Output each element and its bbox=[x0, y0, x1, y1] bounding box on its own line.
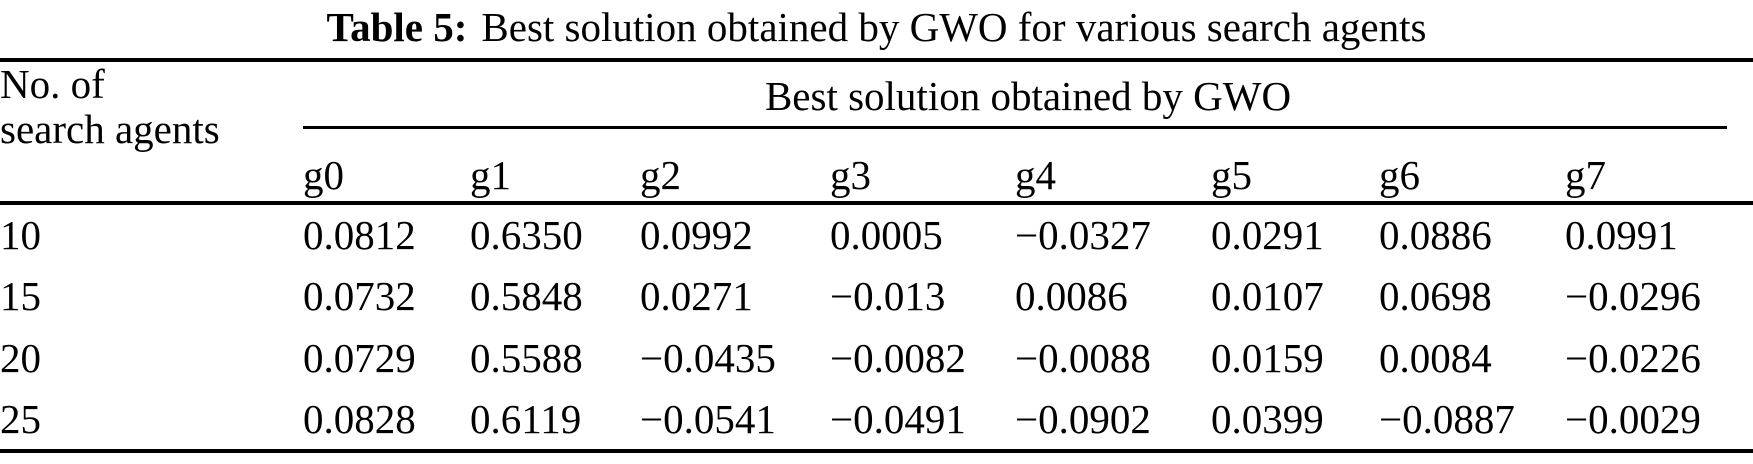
row-label-agents: 15 bbox=[0, 273, 41, 319]
cell-g7: −0.0226 bbox=[1565, 335, 1701, 381]
table-caption-text: Best solution obtained by GWO for variou… bbox=[481, 4, 1427, 50]
cell-g5: 0.0159 bbox=[1211, 335, 1324, 381]
cell-g3: −0.0082 bbox=[830, 335, 966, 381]
column-header-g7: g7 bbox=[1565, 151, 1606, 198]
header-row-group: No. of search agents Best solution obtai… bbox=[0, 60, 1753, 152]
cell-g5: 0.0399 bbox=[1211, 396, 1324, 442]
table-row: 25 0.0828 0.6119 −0.0541 −0.0491 −0.0902… bbox=[0, 389, 1753, 451]
cell-g1: 0.6350 bbox=[470, 212, 583, 258]
results-table: No. of search agents Best solution obtai… bbox=[0, 58, 1753, 453]
column-header-search-agents: No. of search agents bbox=[0, 60, 303, 203]
table-row: 20 0.0729 0.5588 −0.0435 −0.0082 −0.0088… bbox=[0, 327, 1753, 389]
table-row: 10 0.0812 0.6350 0.0992 0.0005 −0.0327 0… bbox=[0, 203, 1753, 265]
cell-g2: 0.0992 bbox=[640, 212, 753, 258]
cell-g1: 0.6119 bbox=[470, 396, 582, 442]
row-label-agents: 10 bbox=[0, 212, 41, 258]
cell-g0: 0.0729 bbox=[303, 335, 416, 381]
cell-g4: 0.0086 bbox=[1015, 273, 1128, 319]
cell-g6: 0.0698 bbox=[1379, 273, 1492, 319]
cell-g5: 0.0107 bbox=[1211, 273, 1324, 319]
column-header-g4: g4 bbox=[1015, 151, 1056, 198]
cell-g0: 0.0732 bbox=[303, 273, 416, 319]
cell-g1: 0.5588 bbox=[470, 335, 583, 381]
cell-g4: −0.0902 bbox=[1015, 396, 1151, 442]
column-header-g1: g1 bbox=[470, 151, 511, 198]
table-row: 15 0.0732 0.5848 0.0271 −0.013 0.0086 0.… bbox=[0, 265, 1753, 327]
cell-g2: −0.0435 bbox=[640, 335, 776, 381]
cell-g4: −0.0088 bbox=[1015, 335, 1151, 381]
cell-g6: −0.0887 bbox=[1379, 396, 1515, 442]
column-header-search-agents-line2: search agents bbox=[0, 106, 220, 152]
column-group-divider bbox=[303, 126, 1727, 129]
cell-g6: 0.0886 bbox=[1379, 212, 1492, 258]
cell-g7: 0.0991 bbox=[1565, 212, 1678, 258]
cell-g1: 0.5848 bbox=[470, 273, 583, 319]
cell-g2: 0.0271 bbox=[640, 273, 753, 319]
cell-g3: −0.0491 bbox=[830, 396, 966, 442]
cell-g5: 0.0291 bbox=[1211, 212, 1324, 258]
cell-g3: −0.013 bbox=[830, 273, 946, 319]
column-header-g3: g3 bbox=[830, 151, 871, 198]
column-header-g6: g6 bbox=[1379, 151, 1420, 198]
table-caption-label: Table 5: bbox=[326, 4, 468, 50]
cell-g0: 0.0828 bbox=[303, 396, 416, 442]
cell-g4: −0.0327 bbox=[1015, 212, 1151, 258]
row-label-agents: 20 bbox=[0, 335, 41, 381]
column-header-g5: g5 bbox=[1211, 151, 1252, 198]
cell-g7: −0.0296 bbox=[1565, 273, 1701, 319]
cell-g3: 0.0005 bbox=[830, 212, 943, 258]
column-header-g0: g0 bbox=[303, 151, 344, 198]
column-header-g2: g2 bbox=[640, 151, 681, 198]
table-caption: Table 5: Best solution obtained by GWO fo… bbox=[0, 0, 1753, 58]
cell-g0: 0.0812 bbox=[303, 212, 416, 258]
cell-g6: 0.0084 bbox=[1379, 335, 1492, 381]
column-group-header-box: Best solution obtained by GWO bbox=[303, 62, 1753, 129]
row-label-agents: 25 bbox=[0, 396, 41, 442]
column-group-header: Best solution obtained by GWO bbox=[303, 60, 1753, 129]
column-group-header-label: Best solution obtained by GWO bbox=[764, 72, 1292, 119]
column-header-search-agents-line1: No. of bbox=[0, 61, 105, 107]
cell-g7: −0.0029 bbox=[1565, 396, 1701, 442]
cell-g2: −0.0541 bbox=[640, 396, 776, 442]
header-row-columns: g0 g1 g2 g3 g4 g5 g6 g7 bbox=[0, 129, 1753, 203]
